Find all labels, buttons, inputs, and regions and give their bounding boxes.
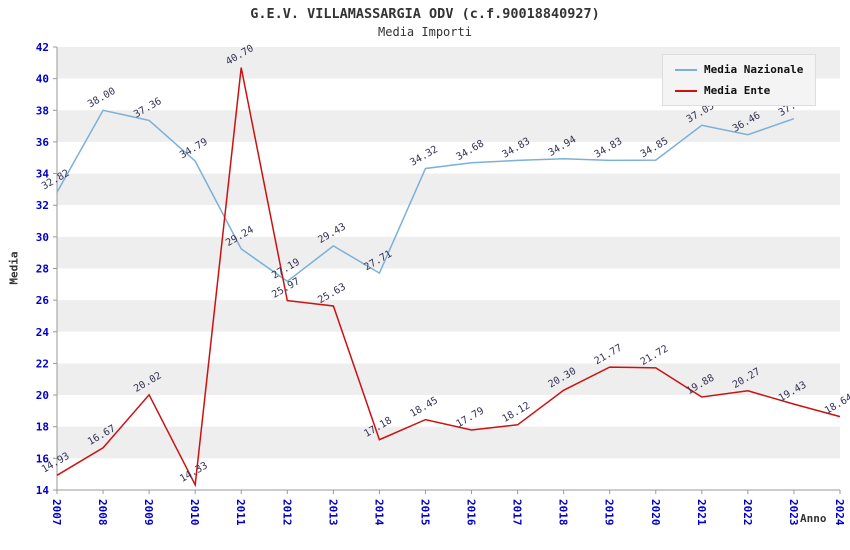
x-tick-label: 2021 [695, 499, 708, 526]
plot-band [57, 426, 840, 459]
y-tick-label: 18 [36, 421, 49, 434]
y-axis-title: Media [7, 251, 21, 285]
x-tick-label: 2010 [188, 499, 201, 526]
y-tick-label: 24 [36, 326, 50, 339]
plot-band [57, 268, 840, 301]
plot-band [57, 331, 840, 364]
legend-label: Media Nazionale [704, 63, 804, 76]
x-axis-title: Anno [800, 512, 827, 525]
legend: Media Nazionale Media Ente [662, 54, 817, 106]
legend-line-icon [675, 68, 697, 71]
chart-title: G.E.V. VILLAMASSARGIA ODV (c.f.900188409… [250, 6, 600, 22]
y-tick-label: 42 [36, 41, 49, 54]
x-tick-label: 2014 [372, 499, 385, 526]
series-line-media-nazionale [56, 109, 795, 283]
y-tick-label: 38 [36, 104, 49, 117]
legend-item-media-nazionale[interactable]: Media Nazionale [675, 63, 803, 76]
x-tick-label: 2009 [142, 499, 155, 526]
x-tick-label: 2007 [50, 499, 63, 526]
x-tick-label: 2011 [234, 499, 247, 526]
y-tick-label: 20 [36, 389, 49, 402]
y-tick-label: 34 [36, 168, 50, 181]
y-tick-label: 26 [36, 294, 50, 307]
x-tick-label: 2016 [465, 499, 478, 526]
x-tick-label: 2017 [511, 499, 524, 526]
plot-band [57, 141, 840, 174]
plot-band [57, 110, 840, 142]
x-tick-label: 2020 [649, 499, 662, 526]
plot-band [57, 236, 840, 269]
plot-band [57, 458, 840, 490]
x-tick-label: 2008 [96, 499, 109, 526]
x-tick-label: 2013 [326, 499, 339, 526]
x-tick-label: 2019 [603, 499, 616, 526]
plot-band [57, 395, 840, 427]
x-tick-label: 2022 [741, 499, 754, 526]
plot-band [57, 363, 840, 396]
chart-subtitle: Media Importi [378, 25, 472, 39]
y-tick-label: 40 [36, 73, 49, 86]
x-tick-label: 2023 [787, 499, 800, 526]
legend-item-media-ente[interactable]: Media Ente [675, 84, 803, 97]
y-tick-label: 16 [36, 452, 50, 465]
y-tick-label: 28 [36, 263, 49, 276]
y-tick-label: 14 [36, 484, 50, 497]
x-tick-label: 2012 [280, 499, 293, 526]
y-tick-label: 32 [36, 199, 49, 212]
y-tick-label: 30 [36, 231, 49, 244]
x-tick-label: 2015 [418, 499, 431, 526]
x-tick-label: 2018 [557, 499, 570, 526]
plot-band [57, 300, 840, 332]
series-line-media-ente [56, 67, 841, 488]
legend-line-icon [675, 89, 697, 92]
plot-band [57, 205, 840, 237]
x-tick-label: 2024 [833, 499, 846, 526]
legend-label: Media Ente [704, 84, 771, 97]
y-tick-label: 22 [36, 357, 49, 370]
y-tick-label: 36 [36, 136, 50, 149]
plot-band [57, 173, 840, 206]
